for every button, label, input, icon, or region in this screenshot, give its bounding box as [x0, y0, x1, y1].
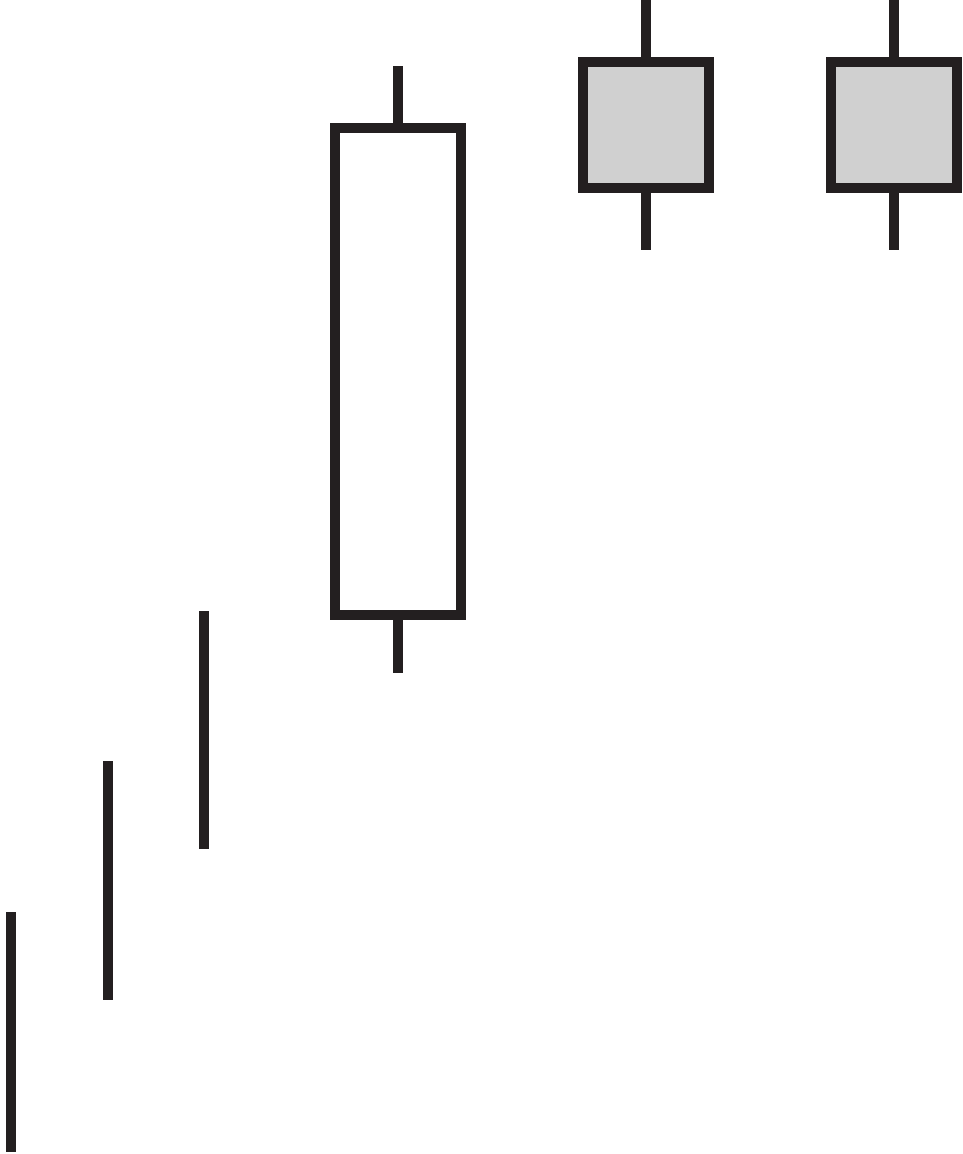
candle-4-body [330, 123, 466, 620]
candle-5-body [578, 57, 714, 193]
candle-6-body [826, 57, 962, 193]
